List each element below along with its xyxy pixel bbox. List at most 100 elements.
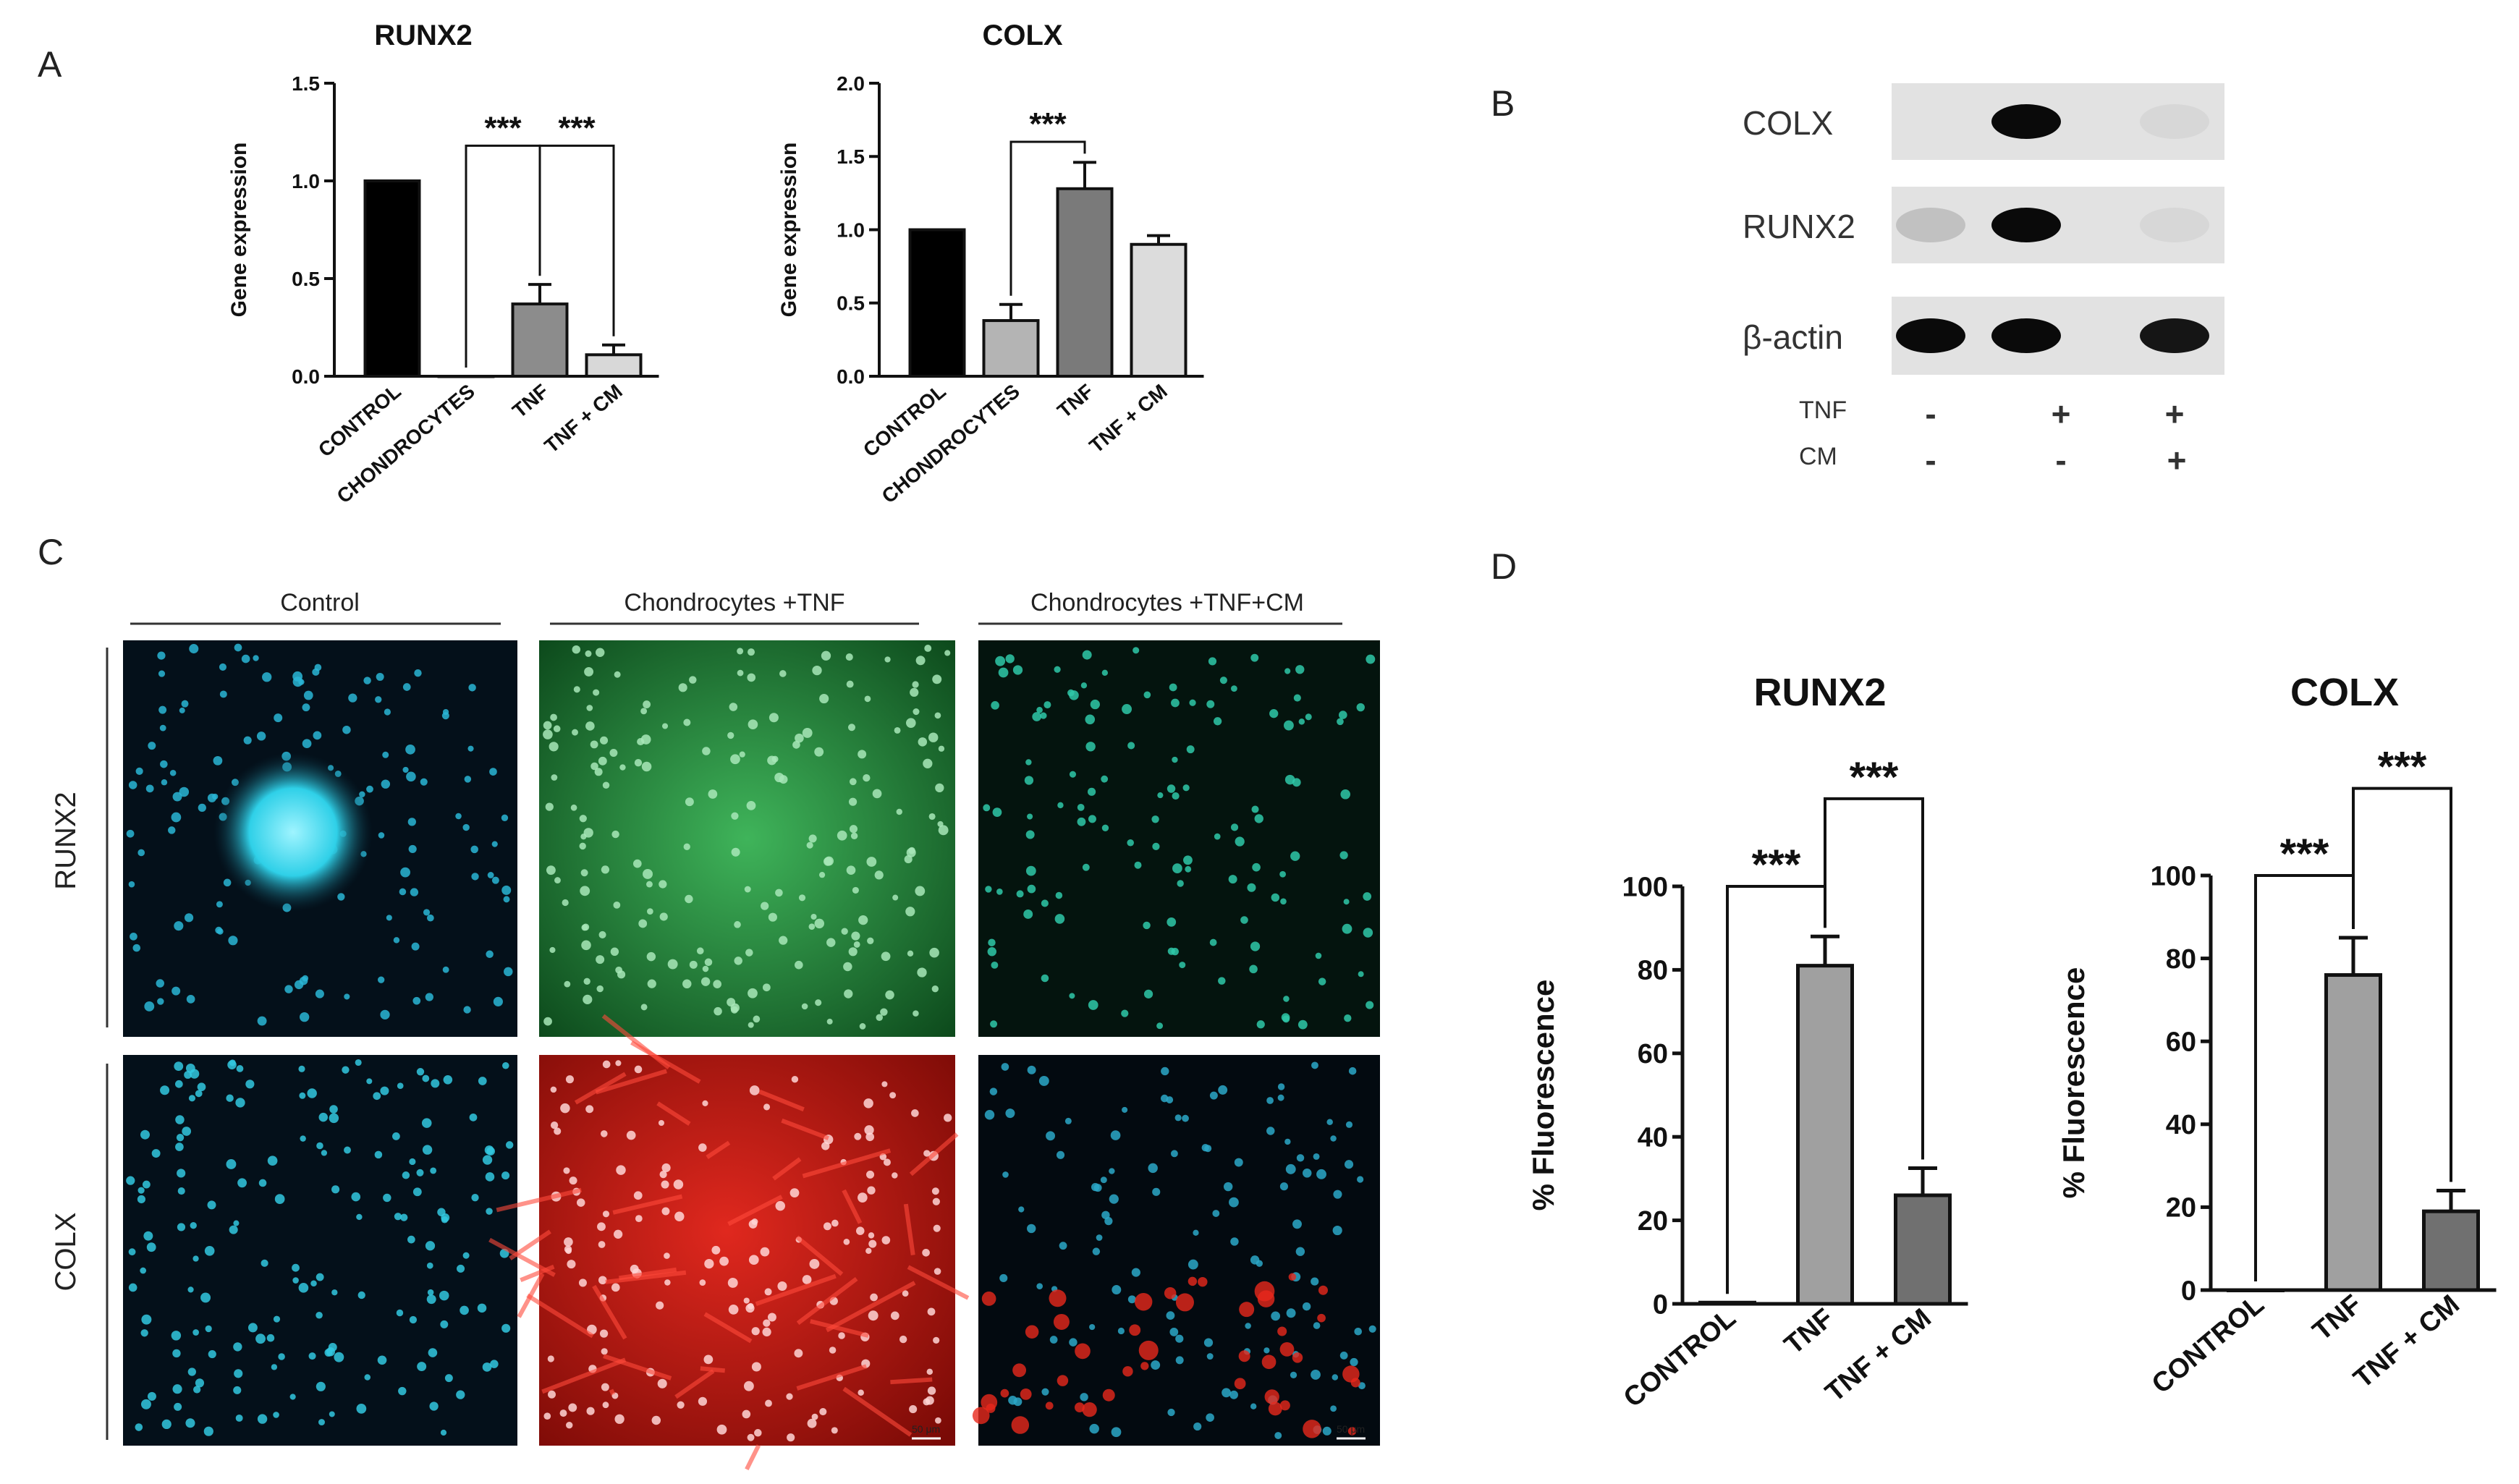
nucleus <box>1096 1234 1103 1241</box>
nucleus <box>849 825 858 834</box>
red-spot <box>1264 1389 1279 1404</box>
nucleus <box>1339 851 1348 860</box>
category-label: TNF + CM <box>2348 1289 2465 1394</box>
nucleus <box>801 1003 808 1010</box>
nucleus <box>1348 1067 1357 1075</box>
nucleus <box>1302 1169 1312 1178</box>
nucleus <box>1228 875 1237 884</box>
nucleus <box>742 1409 751 1419</box>
nucleus <box>1193 1229 1199 1236</box>
nucleus <box>1368 1325 1376 1333</box>
nucleus <box>412 1187 422 1197</box>
condition-sign: - <box>1925 441 1936 479</box>
nucleus <box>1089 1323 1096 1331</box>
nucleus <box>708 789 718 799</box>
nucleus <box>1170 1150 1178 1158</box>
nucleus <box>1245 1323 1251 1329</box>
nucleus <box>734 957 742 965</box>
nucleus <box>647 979 656 988</box>
category-label: TNF <box>1779 1303 1839 1361</box>
blot-band <box>1991 318 2061 353</box>
nucleus <box>747 648 755 656</box>
nucleus <box>609 749 618 757</box>
nucleus <box>423 909 431 916</box>
nucleus <box>1092 1247 1101 1255</box>
nucleus <box>443 1075 453 1085</box>
nucleus <box>140 1129 150 1140</box>
nucleus <box>176 1133 185 1142</box>
nucleus <box>616 1165 626 1175</box>
bar-tnf-cm <box>585 353 643 378</box>
nucleus <box>255 1334 266 1344</box>
fiber <box>909 1132 959 1176</box>
nucleus <box>1077 817 1086 826</box>
nucleus <box>702 1100 708 1106</box>
nucleus <box>870 1293 878 1302</box>
nucleus <box>559 1409 567 1417</box>
nucleus <box>489 768 497 776</box>
nucleus <box>172 986 181 996</box>
nucleus <box>823 857 833 866</box>
nucleus <box>144 1001 155 1012</box>
nucleus <box>289 1394 296 1400</box>
nucleus <box>441 712 449 720</box>
nucleus <box>241 654 250 663</box>
nucleus <box>235 1414 243 1422</box>
nucleus <box>1366 654 1376 664</box>
nucleus <box>478 1077 487 1085</box>
nucleus <box>913 708 920 716</box>
nucleus <box>640 1004 648 1011</box>
nucleus <box>1295 665 1305 674</box>
nucleus <box>583 828 593 838</box>
nucleus <box>366 1078 373 1085</box>
nucleus <box>1354 1327 1363 1336</box>
nucleus <box>583 994 593 1004</box>
nucleus <box>1038 1075 1049 1086</box>
nucleus <box>787 1433 795 1442</box>
nucleus <box>937 821 944 827</box>
nucleus <box>205 1325 212 1333</box>
nucleus <box>598 756 607 766</box>
nucleus <box>187 1286 194 1293</box>
nucleus <box>208 1349 216 1359</box>
category-label: TNF <box>508 380 553 423</box>
western-blot: COLX RUNX2 β-actin TNF - + + CM - - + <box>1743 83 2224 479</box>
nucleus <box>1333 1190 1342 1199</box>
nucleus <box>344 1146 351 1154</box>
significance-bracket <box>538 144 615 336</box>
nucleus <box>421 1118 432 1128</box>
bar-tnf-cm <box>1130 242 1187 378</box>
y-tick-label: 100 <box>2151 861 2196 891</box>
nucleus <box>570 804 577 811</box>
nucleus <box>185 1418 195 1428</box>
nucleus <box>637 737 645 746</box>
nucleus <box>137 849 145 857</box>
y-tick-label: 40 <box>2166 1110 2196 1140</box>
red-spot <box>1288 1273 1297 1281</box>
nucleus <box>234 1369 243 1378</box>
nucleus <box>754 1429 762 1437</box>
blot-row-label: β-actin <box>1743 318 1843 356</box>
y-tick-label: 1.5 <box>837 145 865 168</box>
nucleus <box>568 1403 577 1412</box>
nucleus <box>1127 1295 1136 1304</box>
nucleus <box>357 1291 365 1299</box>
nucleus <box>600 736 609 745</box>
nucleus <box>1036 1283 1043 1289</box>
nucleus <box>292 671 303 682</box>
nucleus <box>989 1087 998 1095</box>
micrograph-background <box>539 1055 955 1446</box>
nucleus <box>714 1006 722 1016</box>
red-spot <box>1140 1362 1149 1370</box>
nucleus <box>661 1180 669 1189</box>
nucleus <box>883 1158 891 1166</box>
nucleus <box>188 1095 196 1102</box>
nucleus <box>427 1289 434 1296</box>
nucleus <box>562 899 569 907</box>
nucleus <box>1311 1277 1319 1286</box>
nucleus <box>696 947 704 955</box>
red-spot <box>1011 1416 1030 1434</box>
red-spot <box>1277 1326 1287 1336</box>
nucleus <box>267 1156 278 1166</box>
nucleus <box>582 923 590 931</box>
